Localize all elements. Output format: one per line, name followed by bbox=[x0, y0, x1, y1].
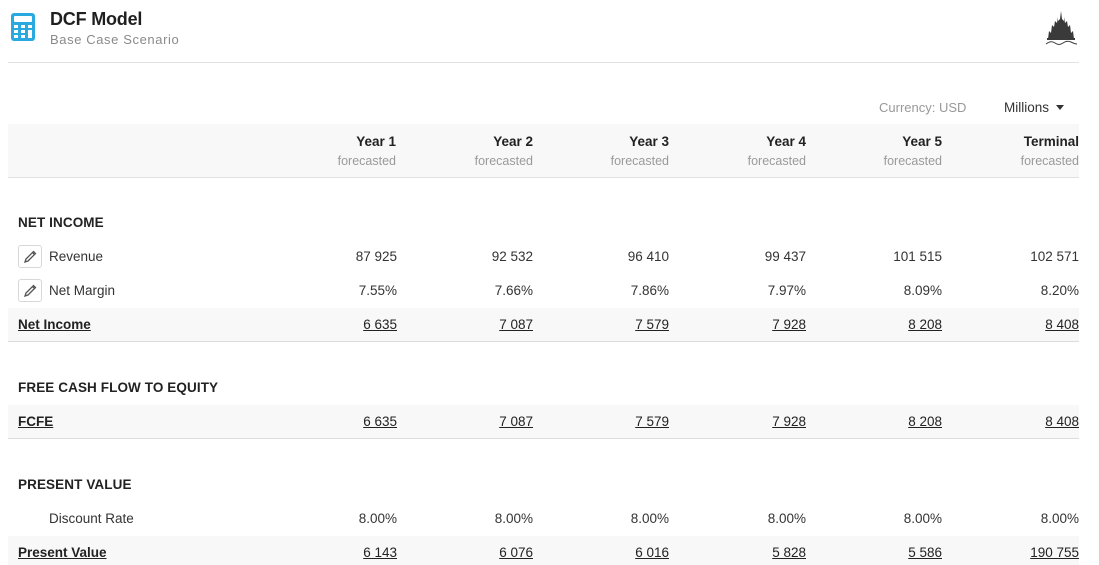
page-subtitle: Base Case Scenario bbox=[50, 32, 180, 47]
table-cell: 7.97% bbox=[767, 283, 806, 298]
section-title-net-income: NET INCOME bbox=[18, 215, 104, 230]
table-cell: 96 410 bbox=[627, 249, 669, 264]
net-income-link[interactable]: Net Income bbox=[18, 317, 91, 332]
table-column-header: Year 1 forecasted Year 2 forecasted Year… bbox=[8, 124, 1079, 178]
table-cell-link[interactable]: 7 087 bbox=[499, 317, 533, 332]
table-cell-link[interactable]: 8 208 bbox=[908, 414, 942, 429]
calculator-icon bbox=[11, 13, 35, 41]
table-cell: 101 515 bbox=[893, 249, 942, 264]
table-cell-link[interactable]: 7 928 bbox=[772, 414, 806, 429]
section-title-fcfe: FREE CASH FLOW TO EQUITY bbox=[18, 380, 219, 395]
table-cell: 102 571 bbox=[1030, 249, 1079, 264]
table-row-present-value-total: Present Value 6 143 6 076 6 016 5 828 5 … bbox=[8, 536, 1079, 565]
table-cell: 7.66% bbox=[494, 283, 533, 298]
table-cell: 8.00% bbox=[358, 511, 397, 526]
castle-logo bbox=[1043, 9, 1079, 47]
page-header: DCF Model Base Case Scenario bbox=[0, 0, 1099, 62]
table-cell-link[interactable]: 8 208 bbox=[908, 317, 942, 332]
header-divider bbox=[8, 62, 1079, 63]
column-header-terminal: Terminal forecasted bbox=[1020, 134, 1079, 168]
table-cell-link[interactable]: 5 828 bbox=[772, 545, 806, 560]
column-header-year-5: Year 5 forecasted bbox=[883, 134, 942, 168]
present-value-link[interactable]: Present Value bbox=[18, 545, 107, 560]
row-label: Revenue bbox=[49, 249, 104, 264]
table-row-fcfe-total: FCFE 6 635 7 087 7 579 7 928 8 208 8 408 bbox=[8, 405, 1079, 439]
table-cell: 8.00% bbox=[494, 511, 533, 526]
table-cell: 92 532 bbox=[491, 249, 533, 264]
column-header-year-2: Year 2 forecasted bbox=[474, 134, 533, 168]
table-cell-link[interactable]: 6 143 bbox=[363, 545, 397, 560]
table-cell-link[interactable]: 6 076 bbox=[499, 545, 533, 560]
table-cell-link[interactable]: 190 755 bbox=[1030, 545, 1079, 560]
table-cell: 99 437 bbox=[764, 249, 806, 264]
fcfe-link[interactable]: FCFE bbox=[18, 414, 54, 429]
table-cell-link[interactable]: 7 087 bbox=[499, 414, 533, 429]
table-cell: 7.55% bbox=[358, 283, 397, 298]
table-cell-link[interactable]: 5 586 bbox=[908, 545, 942, 560]
table-cell-link[interactable]: 8 408 bbox=[1045, 414, 1079, 429]
table-cell-link[interactable]: 7 579 bbox=[635, 414, 669, 429]
table-row-revenue: Revenue 87 925 92 532 96 410 99 437 101 … bbox=[8, 240, 1079, 274]
table-cell-link[interactable]: 7 579 bbox=[635, 317, 669, 332]
row-label: Net Margin bbox=[49, 283, 116, 298]
currency-label: Currency: USD bbox=[879, 100, 967, 115]
table-row-net-margin: Net Margin 7.55% 7.66% 7.86% 7.97% 8.09%… bbox=[8, 274, 1079, 308]
column-header-year-1: Year 1 forecasted bbox=[337, 134, 396, 168]
table-cell: 87 925 bbox=[355, 249, 397, 264]
table-cell-link[interactable]: 6 016 bbox=[635, 545, 669, 560]
table-row-discount-rate: Discount Rate 8.00% 8.00% 8.00% 8.00% 8.… bbox=[8, 502, 1079, 536]
units-dropdown[interactable]: Millions bbox=[1004, 100, 1065, 115]
edit-revenue-button[interactable] bbox=[18, 245, 42, 268]
table-cell-link[interactable]: 6 635 bbox=[363, 414, 397, 429]
table-cell: 8.20% bbox=[1040, 283, 1079, 298]
column-header-year-3: Year 3 forecasted bbox=[610, 134, 669, 168]
table-cell-link[interactable]: 8 408 bbox=[1045, 317, 1079, 332]
table-cell: 7.86% bbox=[630, 283, 669, 298]
column-header-year-4: Year 4 forecasted bbox=[747, 134, 806, 168]
table-cell: 8.09% bbox=[903, 283, 942, 298]
caret-down-icon bbox=[1056, 104, 1065, 110]
table-cell-link[interactable]: 7 928 bbox=[772, 317, 806, 332]
table-cell: 8.00% bbox=[903, 511, 942, 526]
table-cell: 8.00% bbox=[630, 511, 669, 526]
row-label: Discount Rate bbox=[49, 511, 134, 526]
units-dropdown-label: Millions bbox=[1004, 100, 1050, 115]
table-cell: 8.00% bbox=[767, 511, 806, 526]
page-title: DCF Model bbox=[50, 9, 143, 29]
section-title-present-value: PRESENT VALUE bbox=[18, 477, 132, 492]
table-cell: 8.00% bbox=[1040, 511, 1079, 526]
table-cell-link[interactable]: 6 635 bbox=[363, 317, 397, 332]
pencil-icon bbox=[23, 250, 37, 264]
table-row-net-income-total: Net Income 6 635 7 087 7 579 7 928 8 208… bbox=[8, 308, 1079, 342]
pencil-icon bbox=[23, 284, 37, 298]
edit-net-margin-button[interactable] bbox=[18, 279, 42, 302]
